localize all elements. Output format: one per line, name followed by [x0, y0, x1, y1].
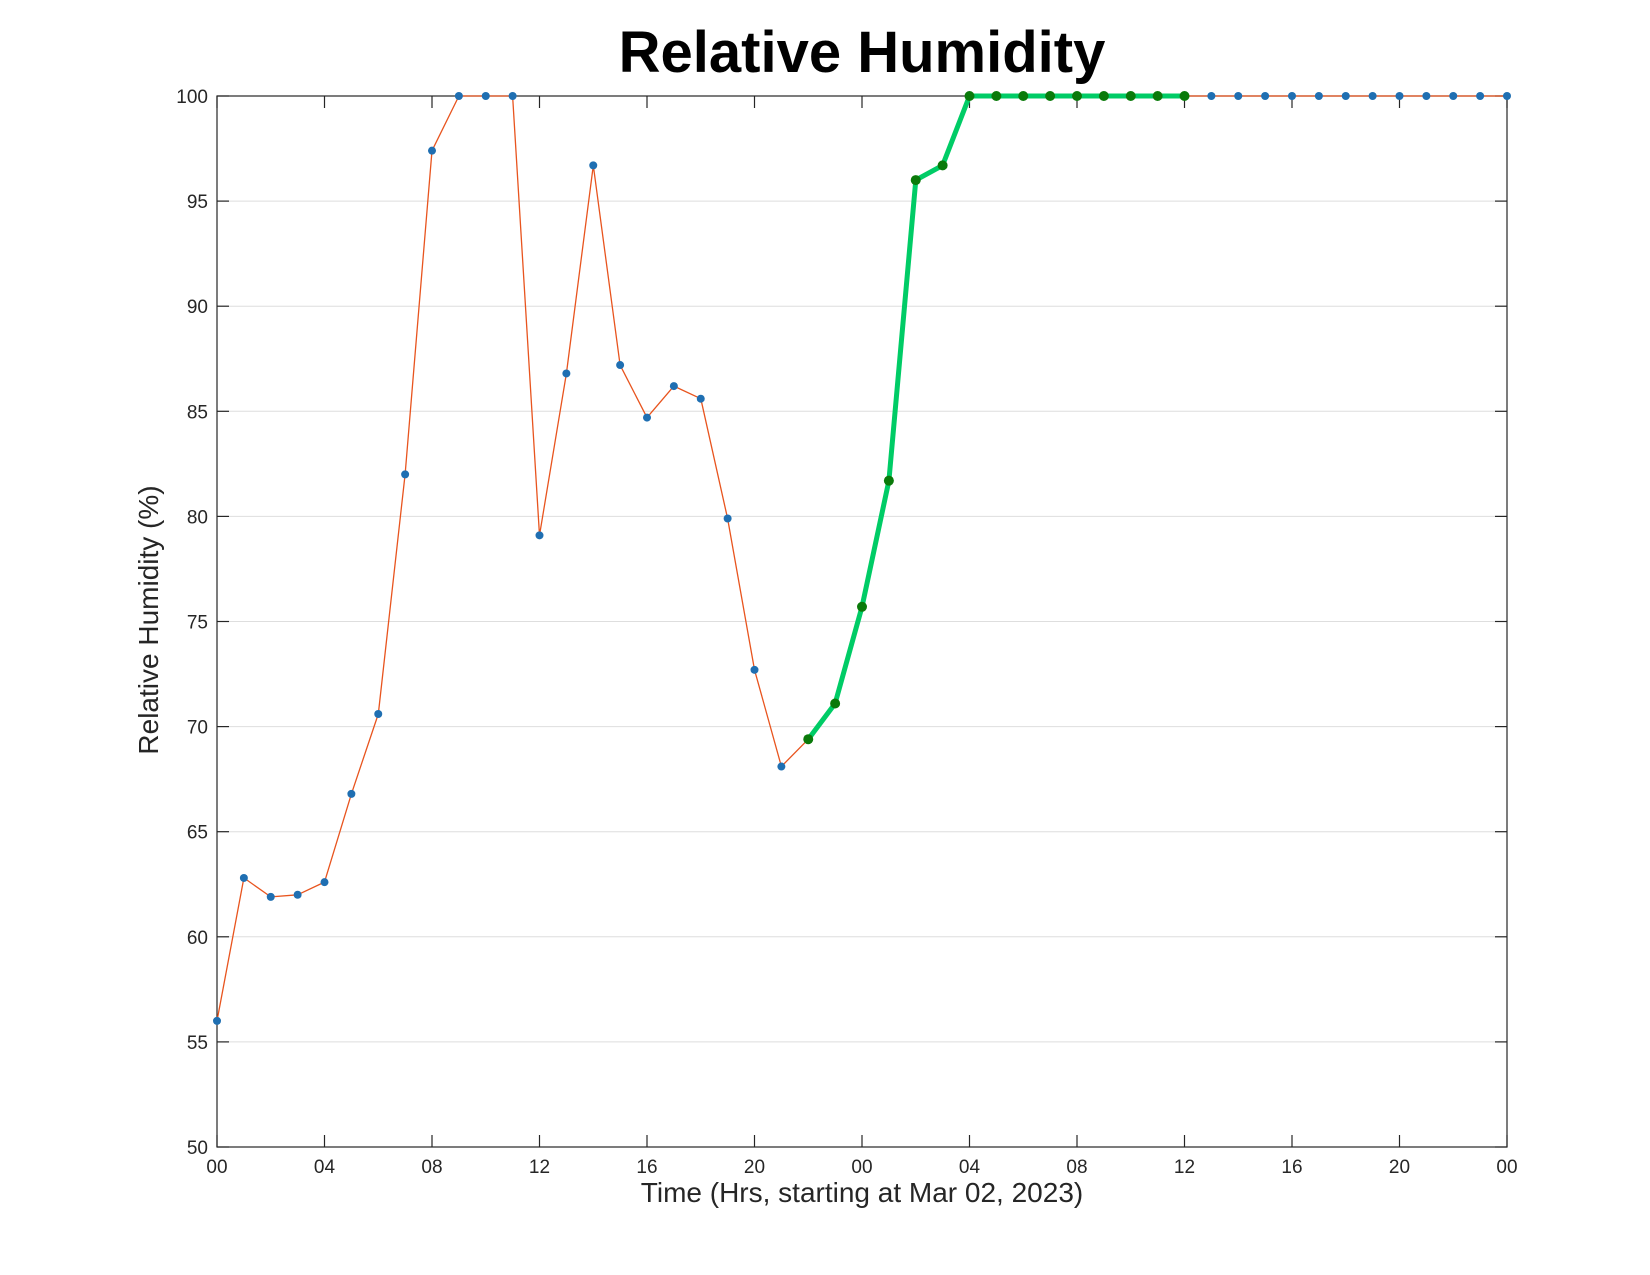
series-1-point	[535, 531, 544, 540]
series-2-point	[910, 175, 921, 186]
series-1-point	[1422, 92, 1431, 100]
y-tick-label: 50	[187, 1138, 208, 1159]
series-1-point	[239, 873, 248, 882]
series-1-point	[1341, 92, 1350, 100]
series-2-point	[937, 160, 948, 171]
x-tick-label: 16	[1281, 1157, 1302, 1178]
x-tick-label: 16	[636, 1157, 657, 1178]
series-2-point	[857, 601, 867, 612]
x-tick-label: 00	[206, 1157, 227, 1178]
series-1-point	[1288, 92, 1296, 100]
y-axis-label: Relative Humidity (%)	[133, 485, 164, 754]
x-tick-label: 20	[744, 1157, 765, 1178]
series-1-line	[216, 95, 1508, 1022]
grid-lines	[217, 200, 1507, 1043]
y-tick-label: 75	[187, 613, 208, 634]
series-1-point	[428, 146, 436, 155]
series-1-point	[1314, 92, 1323, 100]
x-tick-label: 08	[421, 1157, 442, 1178]
y-tick-label: 60	[187, 928, 208, 949]
series-2-point	[1125, 91, 1136, 101]
series-1-point	[401, 470, 410, 479]
series-2-point	[883, 475, 894, 486]
series-1-point	[1207, 92, 1216, 100]
series-2-point	[1179, 91, 1190, 101]
series-2-point	[1152, 91, 1163, 101]
y-tick-label: 90	[187, 297, 208, 318]
series-1-point	[454, 92, 463, 100]
x-tick-label: 12	[529, 1157, 550, 1178]
series-2-point	[964, 91, 975, 101]
series-1-point	[723, 514, 732, 523]
series-1-point	[589, 161, 598, 170]
series-1-point	[696, 394, 705, 403]
x-tick-label: 00	[851, 1157, 872, 1178]
y-tick-label: 85	[187, 402, 208, 423]
x-tick-label: 12	[1174, 1157, 1195, 1178]
x-tick-label: 08	[1066, 1157, 1087, 1178]
series-1-point	[616, 361, 625, 370]
series-1-point	[347, 789, 356, 798]
series-2-point	[991, 91, 1002, 101]
y-tick-label: 55	[187, 1033, 208, 1054]
series-1-point	[1261, 92, 1270, 100]
series-1-point	[562, 369, 571, 378]
series-1-point	[213, 1016, 221, 1025]
series-2-point	[830, 698, 841, 709]
data-series	[213, 91, 1511, 1025]
series-1-point	[669, 382, 678, 391]
y-tick-label: 95	[187, 192, 208, 213]
series-2-point	[803, 734, 814, 745]
series-1-point	[1368, 92, 1377, 100]
x-tick-label: 00	[1496, 1157, 1517, 1178]
chart-title: Relative Humidity	[619, 20, 1106, 85]
y-tick-label: 70	[187, 718, 208, 739]
series-1-point	[266, 892, 275, 901]
x-tick-label: 20	[1389, 1157, 1410, 1178]
series-1-point	[320, 878, 329, 887]
series-1-point	[1234, 92, 1243, 100]
x-tick-label: 04	[314, 1157, 336, 1178]
y-tick-label: 100	[176, 87, 208, 108]
series-2-point	[1098, 91, 1109, 101]
series-1-point	[1503, 92, 1511, 100]
axis-ticks: 50 55 60 65 70 75 80 85 90 95 100 00 04 08 12 16 20 00 04 0…	[176, 87, 1517, 1178]
series-2-point	[1072, 91, 1082, 101]
series-2-point	[1018, 91, 1029, 101]
series-1-point	[777, 762, 786, 771]
series-1-point	[374, 709, 383, 718]
series-1-point	[750, 665, 759, 674]
series-1-point	[1476, 92, 1485, 100]
series-2-line	[805, 93, 1187, 742]
series-2-point	[1045, 91, 1056, 101]
series-1-point	[293, 890, 302, 899]
x-axis-label: Time (Hrs, starting at Mar 02, 2023)	[641, 1177, 1083, 1208]
y-tick-label: 80	[187, 507, 208, 528]
series-1-point	[481, 92, 490, 100]
series-1-point	[643, 413, 651, 422]
series-1-point	[1449, 92, 1458, 100]
series-1-point	[508, 92, 517, 100]
x-tick-label: 04	[959, 1157, 981, 1178]
series-1-point	[1395, 92, 1404, 100]
y-tick-label: 65	[187, 823, 208, 844]
